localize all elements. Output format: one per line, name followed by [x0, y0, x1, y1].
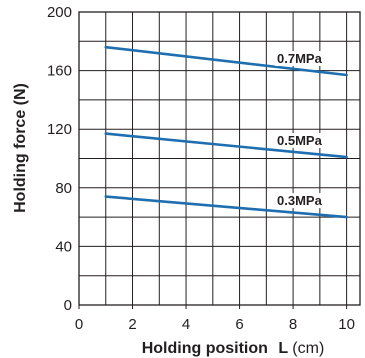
- series-label-0.7MPa: 0.7MPa: [277, 51, 323, 66]
- plot-frame: [78, 11, 361, 306]
- series-lines: [104, 45, 348, 219]
- series-labels: 0.7MPa 0.5MPa 0.3MPa: [275, 50, 339, 209]
- y-tick-label: 120: [47, 121, 72, 138]
- y-tick-label: 40: [55, 238, 72, 255]
- y-axis-title: Holding force (N): [12, 83, 29, 213]
- series-line-0.3MPa: [104, 195, 348, 219]
- y-tick-label: 0: [64, 297, 72, 314]
- x-tick-label: 0: [75, 316, 83, 333]
- series-label-bg: [275, 133, 339, 149]
- x-axis-title-unit: (cm): [292, 340, 324, 357]
- x-tick-label: 8: [289, 316, 297, 333]
- series-label-bg: [275, 193, 339, 209]
- y-tick-label: 160: [47, 63, 72, 80]
- x-tick-label: 2: [128, 316, 136, 333]
- grid: [78, 11, 361, 306]
- tick-labels: 0 2 4 6 8 10 0 40 80 120 160 200: [47, 4, 355, 333]
- x-axis-title-symbol: L: [278, 340, 288, 357]
- y-tick-label: 80: [55, 180, 72, 197]
- y-tick-label: 200: [47, 4, 72, 21]
- series-label-bg: [275, 50, 339, 66]
- x-tick-label: 6: [235, 316, 243, 333]
- x-tick-label: 10: [338, 316, 355, 333]
- x-tick-label: 4: [182, 316, 190, 333]
- x-axis-title-text: Holding position: [142, 340, 268, 357]
- x-axis-title: Holding position L (cm): [142, 340, 325, 357]
- series-line-0.7MPa: [104, 45, 348, 77]
- series-line-0.5MPa: [104, 132, 348, 159]
- series-label-0.5MPa: 0.5MPa: [277, 133, 323, 148]
- series-label-0.3MPa: 0.3MPa: [277, 193, 323, 208]
